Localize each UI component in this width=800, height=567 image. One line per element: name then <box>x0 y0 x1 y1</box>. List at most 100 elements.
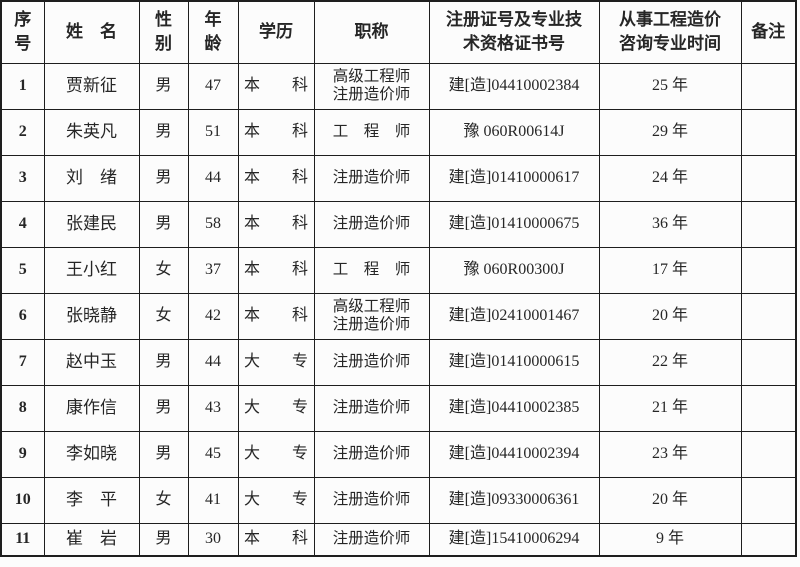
cell-age: 51 <box>187 108 239 156</box>
cell-age: 44 <box>187 154 239 202</box>
table-row: 2 朱英凡 男 51 本 科 工 程 师 豫 060R00614J 29 年 <box>0 108 797 156</box>
header-serial-number: 序 号 <box>0 0 45 64</box>
cell-education: 本 科 <box>237 246 315 294</box>
table-row: 4 张建民 男 58 本 科 注册造价师 建[造]01410000675 36 … <box>0 200 797 248</box>
cell-certificate: 建[造]01410000675 <box>428 200 600 248</box>
cell-gender: 女 <box>138 292 189 340</box>
cell-years: 20 年 <box>598 476 742 524</box>
cell-certificate: 建[造]01410000617 <box>428 154 600 202</box>
header-education: 学历 <box>237 0 315 64</box>
personnel-table: 序 号 姓 名 性 别 年 龄 学历 职称 注册证号及专业技 术资格证书号 从事… <box>0 0 797 557</box>
cell-gender: 男 <box>138 62 189 110</box>
cell-serial: 1 <box>0 62 45 110</box>
header-age: 年 龄 <box>187 0 239 64</box>
cell-education: 大 专 <box>237 430 315 478</box>
header-note: 备注 <box>740 0 797 64</box>
cell-years: 21 年 <box>598 384 742 432</box>
cell-job-title: 工 程 师 <box>313 246 430 294</box>
cell-years: 29 年 <box>598 108 742 156</box>
cell-name: 康作信 <box>43 384 140 432</box>
table-row: 9 李如晓 男 45 大 专 注册造价师 建[造]04410002394 23 … <box>0 430 797 478</box>
cell-certificate: 建[造]02410001467 <box>428 292 600 340</box>
cell-serial: 8 <box>0 384 45 432</box>
cell-note <box>740 62 797 110</box>
table-row: 5 王小红 女 37 本 科 工 程 师 豫 060R00300J 17 年 <box>0 246 797 294</box>
header-job-title: 职称 <box>313 0 430 64</box>
table-row: 1 贾新征 男 47 本 科 高级工程师 注册造价师 建[造]044100023… <box>0 62 797 110</box>
table-row: 10 李 平 女 41 大 专 注册造价师 建[造]09330006361 20… <box>0 476 797 524</box>
cell-years: 22 年 <box>598 338 742 386</box>
cell-job-title: 高级工程师 注册造价师 <box>313 292 430 340</box>
cell-gender: 男 <box>138 430 189 478</box>
cell-age: 37 <box>187 246 239 294</box>
cell-serial: 3 <box>0 154 45 202</box>
cell-serial: 11 <box>0 522 45 557</box>
cell-age: 58 <box>187 200 239 248</box>
cell-years: 9 年 <box>598 522 742 557</box>
cell-name: 张建民 <box>43 200 140 248</box>
cell-job-title: 工 程 师 <box>313 108 430 156</box>
cell-certificate: 建[造]15410006294 <box>428 522 600 557</box>
cell-job-title: 注册造价师 <box>313 384 430 432</box>
cell-certificate: 豫 060R00614J <box>428 108 600 156</box>
cell-years: 17 年 <box>598 246 742 294</box>
cell-job-title: 注册造价师 <box>313 476 430 524</box>
cell-certificate: 建[造]01410000615 <box>428 338 600 386</box>
cell-note <box>740 338 797 386</box>
cell-serial: 9 <box>0 430 45 478</box>
cell-certificate: 建[造]04410002384 <box>428 62 600 110</box>
cell-years: 20 年 <box>598 292 742 340</box>
cell-certificate: 建[造]04410002394 <box>428 430 600 478</box>
cell-note <box>740 154 797 202</box>
cell-education: 大 专 <box>237 338 315 386</box>
cell-name: 崔 岩 <box>43 522 140 557</box>
cell-gender: 女 <box>138 476 189 524</box>
header-certificate-number: 注册证号及专业技 术资格证书号 <box>428 0 600 64</box>
table-row: 8 康作信 男 43 大 专 注册造价师 建[造]04410002385 21 … <box>0 384 797 432</box>
table-row: 6 张晓静 女 42 本 科 高级工程师 注册造价师 建[造]024100014… <box>0 292 797 340</box>
cell-age: 42 <box>187 292 239 340</box>
cell-note <box>740 522 797 557</box>
cell-note <box>740 246 797 294</box>
cell-certificate: 建[造]04410002385 <box>428 384 600 432</box>
cell-note <box>740 476 797 524</box>
cell-name: 王小红 <box>43 246 140 294</box>
cell-education: 本 科 <box>237 522 315 557</box>
cell-years: 24 年 <box>598 154 742 202</box>
table-row: 3 刘 绪 男 44 本 科 注册造价师 建[造]01410000617 24 … <box>0 154 797 202</box>
cell-gender: 男 <box>138 522 189 557</box>
cell-education: 本 科 <box>237 200 315 248</box>
cell-gender: 男 <box>138 200 189 248</box>
cell-years: 23 年 <box>598 430 742 478</box>
cell-name: 赵中玉 <box>43 338 140 386</box>
table-row: 7 赵中玉 男 44 大 专 注册造价师 建[造]01410000615 22 … <box>0 338 797 386</box>
cell-name: 朱英凡 <box>43 108 140 156</box>
cell-serial: 10 <box>0 476 45 524</box>
cell-note <box>740 292 797 340</box>
cell-education: 本 科 <box>237 62 315 110</box>
cell-name: 贾新征 <box>43 62 140 110</box>
cell-gender: 男 <box>138 108 189 156</box>
cell-education: 本 科 <box>237 154 315 202</box>
cell-note <box>740 384 797 432</box>
cell-gender: 女 <box>138 246 189 294</box>
cell-certificate: 建[造]09330006361 <box>428 476 600 524</box>
cell-job-title: 注册造价师 <box>313 430 430 478</box>
cell-name: 刘 绪 <box>43 154 140 202</box>
cell-age: 30 <box>187 522 239 557</box>
cell-age: 44 <box>187 338 239 386</box>
cell-age: 47 <box>187 62 239 110</box>
cell-serial: 7 <box>0 338 45 386</box>
cell-serial: 6 <box>0 292 45 340</box>
cell-education: 大 专 <box>237 384 315 432</box>
cell-job-title: 高级工程师 注册造价师 <box>313 62 430 110</box>
cell-job-title: 注册造价师 <box>313 200 430 248</box>
cell-name: 李 平 <box>43 476 140 524</box>
cell-certificate: 豫 060R00300J <box>428 246 600 294</box>
cell-years: 36 年 <box>598 200 742 248</box>
cell-age: 43 <box>187 384 239 432</box>
cell-name: 李如晓 <box>43 430 140 478</box>
cell-gender: 男 <box>138 338 189 386</box>
cell-note <box>740 108 797 156</box>
cell-serial: 4 <box>0 200 45 248</box>
